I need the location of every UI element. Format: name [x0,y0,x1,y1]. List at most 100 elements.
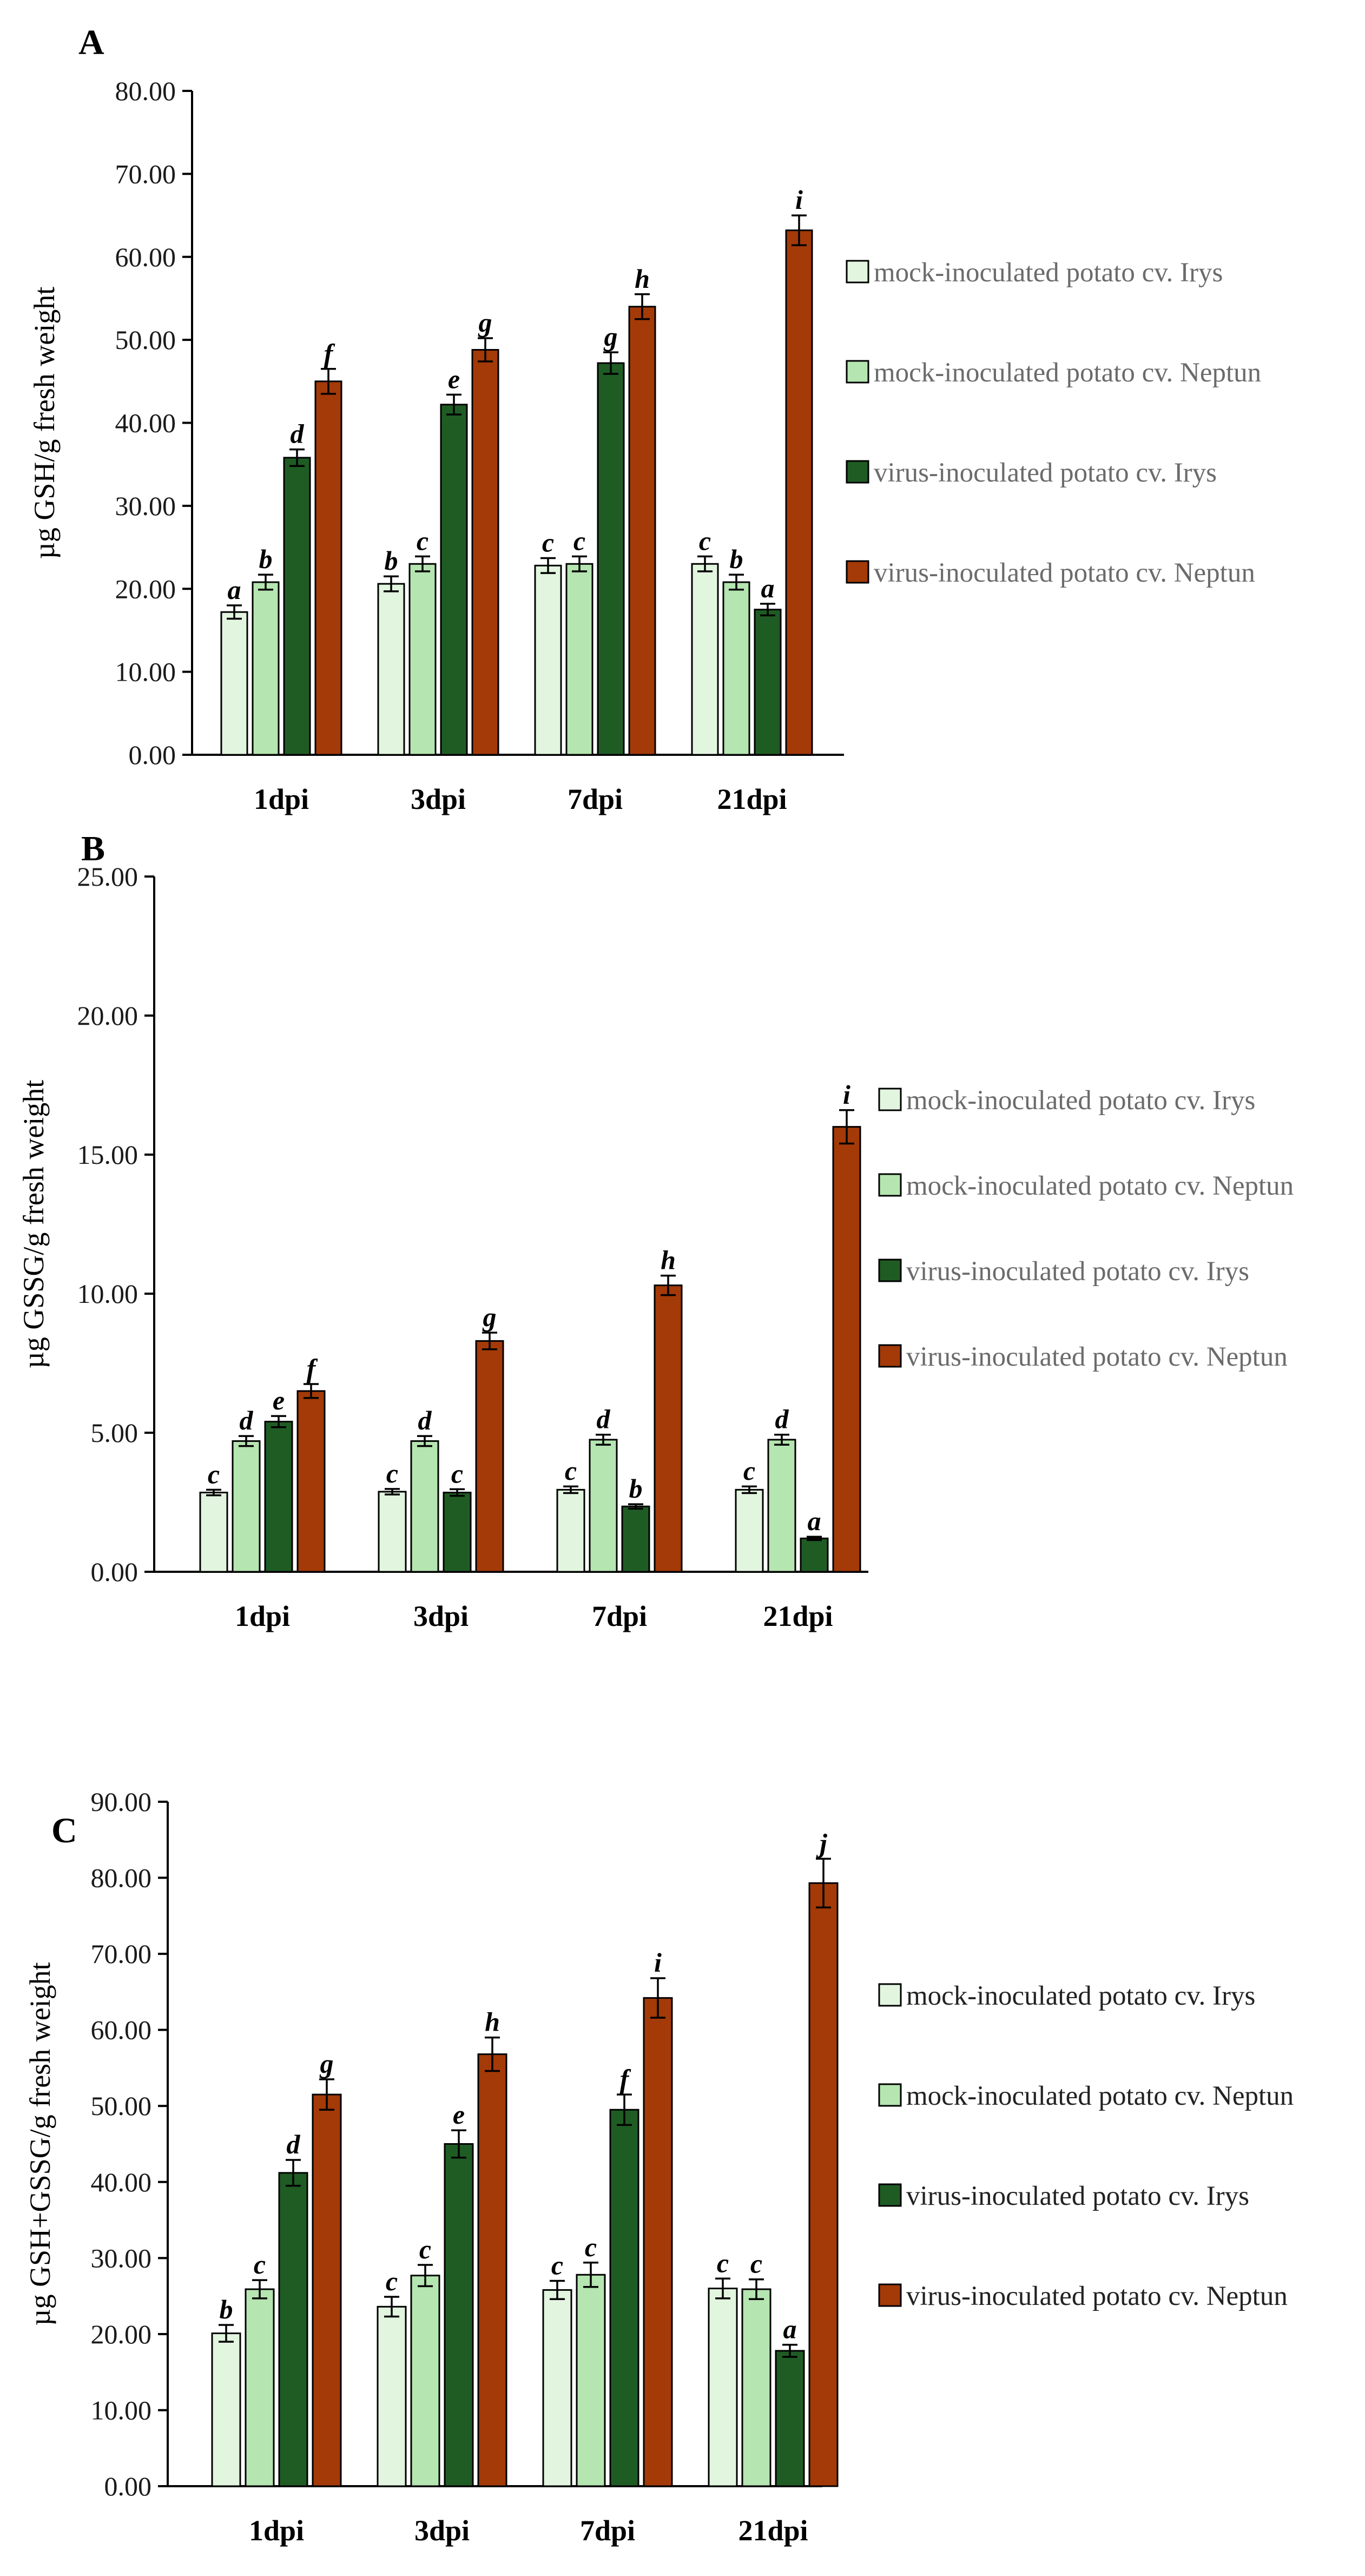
bar [691,563,719,756]
category-label: 21dpi [763,1600,833,1632]
y-tick-label: 50.00 [91,2091,152,2121]
legend-item: virus-inoculated potato cv. Irys [878,2181,1249,2211]
bar [708,2288,738,2487]
bar [211,2332,241,2487]
category-label: 1dpi [249,2514,304,2547]
y-tick-label: 10.00 [91,2395,152,2425]
bar [410,2275,440,2487]
y-tick-label: 50.00 [115,325,176,355]
y-tick-label: 20.00 [77,1000,139,1031]
bar [443,1492,472,1573]
y-tick-label: 60.00 [115,242,176,272]
significance-letter: d [291,419,305,449]
bar [628,306,656,756]
legend-swatch [846,460,869,484]
legend: mock-inoculated potato cv. Irys mock-inoc… [846,258,1261,588]
significance-letter: a [761,573,775,603]
legend-swatch [846,560,869,584]
bar [278,2172,308,2487]
y-tick-label: 0.00 [91,1557,139,1587]
significance-letter: f [324,338,335,368]
significance-letter: g [483,1302,497,1332]
bar [410,1440,439,1573]
bar [741,2288,771,2487]
significance-letter: c [743,1455,755,1486]
legend-label-line: virus-inoculated potato cv. Neptun [906,1342,1288,1372]
significance-letter: a [808,1506,821,1536]
category-label: 3dpi [411,783,466,815]
significance-letter: h [635,263,650,294]
legend-label: mock-inoculated potato cv. Irys [906,1981,1255,2011]
legend-item: virus-inoculated potato cv. Neptun [846,558,1255,588]
legend-item: mock-inoculated potato cv. Irys [878,1085,1255,1116]
significance-letter: e [453,2099,465,2130]
y-tick-label: 0.00 [104,2471,152,2501]
bar [312,2093,342,2487]
legend-label-line: virus-inoculated potato cv. Irys [874,458,1217,488]
legend-label: mock-inoculated potato cv. Irys [906,1085,1255,1116]
bar [471,349,499,756]
panel-label: C [51,1811,77,1850]
bar [556,1488,585,1573]
significance-letter: a [228,575,241,605]
legend-item: mock-inoculated potato cv. Neptun [846,358,1261,388]
significance-letter: h [485,2007,500,2037]
significance-letter: c [750,2249,762,2279]
y-tick-label: 40.00 [91,2167,152,2197]
y-axis-title: µg GSH+GSSG/g fresh weight [24,1962,56,2325]
legend-label: virus-inoculated potato cv. Neptun [906,1342,1288,1372]
category-label: 21dpi [738,2514,808,2547]
legend-label: mock-inoculated potato cv. Neptun [906,2081,1294,2111]
y-tick-label: 15.00 [77,1139,139,1170]
legend-item: virus-inoculated potato cv. Irys [846,458,1217,488]
legend-label: mock-inoculated potato cv. Neptun [906,1171,1294,1201]
bar [785,229,813,756]
legend-label: virus-inoculated potato cv. Irys [906,2181,1249,2211]
legend-label: virus-inoculated potato cv. Irys [874,458,1217,488]
legend-item: mock-inoculated potato cv. Neptun [878,2081,1294,2111]
significance-letter: d [775,1404,789,1434]
legend-label-line: mock-inoculated potato cv. Neptun [906,2081,1294,2111]
legend-label-line: mock-inoculated potato cv. Neptun [874,358,1261,388]
significance-letter: b [629,1473,643,1504]
category-label: 3dpi [413,1600,469,1632]
bar [252,581,280,756]
legend: mock-inoculated potato cv. Irys mock-inoc… [878,1981,1294,2311]
legend-swatch [878,1259,902,1282]
bar [654,1284,683,1573]
legend-item: mock-inoculated potato cv. Irys [846,258,1223,288]
significance-letter: h [661,1245,676,1275]
bar [440,404,468,756]
bar [475,1340,504,1573]
y-tick-label: 0.00 [129,740,176,770]
significance-letter: c [208,1459,220,1489]
significance-letter: c [386,1458,398,1488]
legend-item: mock-inoculated potato cv. Neptun [878,1171,1294,1201]
significance-letter: g [478,307,492,338]
significance-letter: c [551,2250,563,2281]
legend-label: virus-inoculated potato cv. Neptun [906,2281,1288,2311]
significance-letter: c [386,2266,398,2296]
bar [199,1492,228,1573]
chart-panel-a: A 0.00 10.00 20.00 30.00 40.00 50.00 60.00 70.00… [28,23,1261,815]
bar [534,564,562,756]
significance-letter: g [320,2048,334,2079]
significance-letter: i [843,1079,850,1110]
category-label: 21dpi [717,783,787,815]
significance-letter: d [597,1404,611,1434]
y-tick-label: 25.00 [77,861,139,892]
y-tick-label: 5.00 [91,1418,139,1448]
legend-swatch [878,1088,902,1111]
legend-swatch [878,1173,902,1197]
significance-letter: j [816,1828,828,1858]
bar [832,1126,861,1573]
legend-swatch [878,2183,902,2207]
bar [621,1505,650,1573]
legend-item: virus-inoculated potato cv. Neptun [878,1342,1288,1372]
y-tick-label: 80.00 [115,76,176,106]
y-tick-label: 30.00 [115,491,176,521]
bar [643,1997,673,2487]
y-tick-label: 60.00 [91,2015,152,2045]
significance-letter: c [717,2248,729,2278]
